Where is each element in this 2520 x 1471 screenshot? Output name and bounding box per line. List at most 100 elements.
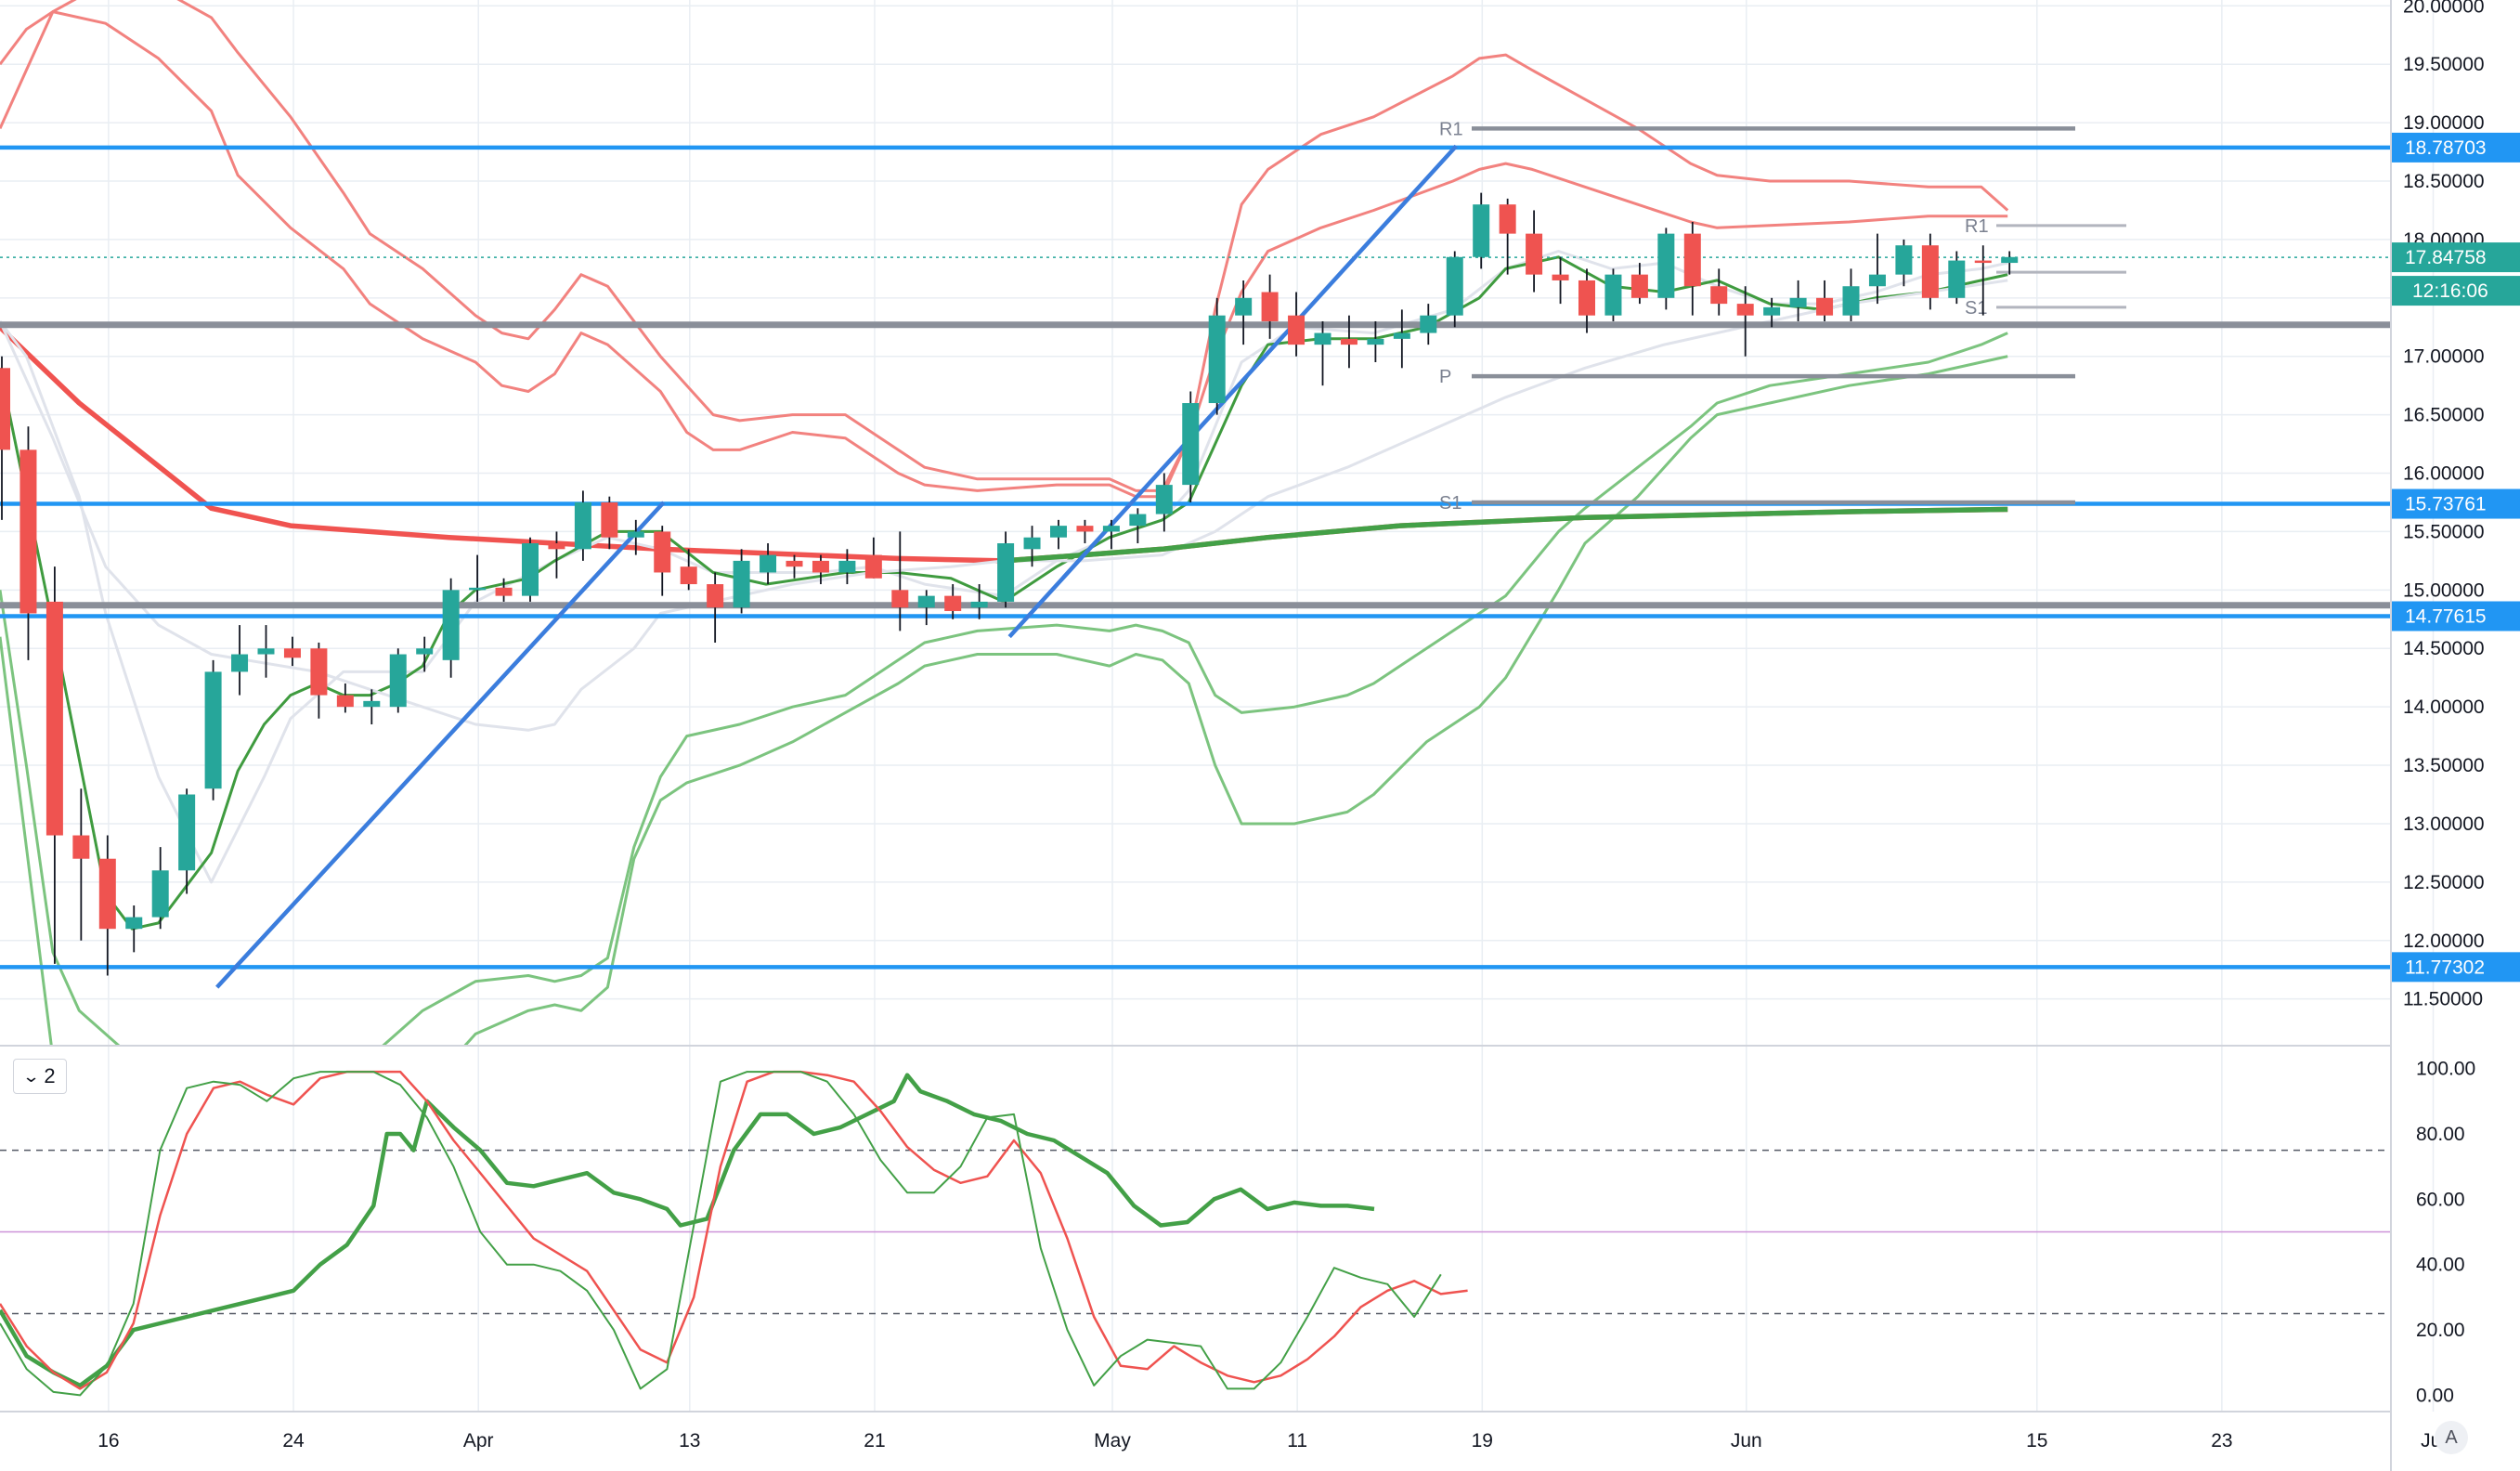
time-tick-label: 13 (679, 1430, 700, 1451)
stoch-d-line (0, 1070, 1468, 1390)
candle-up (1314, 332, 1331, 345)
candle-down (1683, 233, 1701, 287)
candle-up (997, 543, 1015, 602)
upper-band-2 (0, 0, 2008, 492)
candle-up (1208, 315, 1226, 404)
auto-scale-button[interactable]: A (2435, 1421, 2468, 1454)
candle-down (864, 554, 882, 579)
indicator-legend-toggle[interactable]: ⌄ 2 (13, 1059, 67, 1094)
price-tick-label: 19.50000 (2403, 54, 2485, 75)
axes: 20.0000019.5000019.0000018.5000018.00000… (97, 0, 2485, 1451)
candle-up (1102, 526, 1120, 532)
monthly-pivot-label: P (1439, 367, 1451, 387)
level-price-text: 15.73761 (2405, 494, 2487, 515)
monthly-pivot-label: R1 (1439, 119, 1463, 139)
candle-down (1921, 245, 1939, 298)
trend-line (215, 501, 666, 989)
time-tick-label: Jun (1731, 1430, 1762, 1451)
monthly-pivot-label: S1 (1439, 493, 1461, 514)
candle-down (1630, 274, 1648, 298)
candle-up (231, 654, 249, 672)
candle-up (1182, 403, 1200, 486)
level-price-text: 18.78703 (2405, 137, 2487, 159)
candle-down (1076, 526, 1094, 532)
price-tick-label: 13.00000 (2403, 814, 2485, 835)
candle-down (1974, 260, 1992, 264)
candle-down (1710, 286, 1728, 305)
price-tick-label: 12.00000 (2403, 931, 2485, 952)
level-price-tag (2392, 952, 2520, 983)
candle-down (310, 648, 328, 696)
candle-down (680, 566, 697, 585)
oscillator-pane (0, 1070, 2391, 1397)
candle-up (1235, 297, 1253, 316)
candle-down (283, 648, 301, 658)
candle-up (1763, 306, 1781, 316)
candlesticks (0, 192, 2019, 976)
price-tick-label: 11.50000 (2403, 989, 2483, 1010)
time-tick-label: 16 (97, 1430, 119, 1451)
current-price-tag (2392, 242, 2520, 273)
candle-up (1604, 274, 1622, 316)
oscillator-tick-label: 60.00 (2416, 1189, 2465, 1210)
candle-down (98, 858, 116, 930)
candle-down (0, 368, 10, 450)
current-price-text: 17.84758 (2405, 247, 2487, 268)
pivot-levels: R1 P S1 R1 S1 (1439, 119, 2126, 514)
candle-up (257, 648, 275, 655)
candle-up (1129, 514, 1147, 527)
candle-up (2001, 256, 2019, 264)
candle-up (1393, 332, 1410, 339)
time-tick-label: May (1094, 1430, 1131, 1451)
upper-band-1 (0, 10, 2009, 499)
time-tick-label: 19 (1472, 1430, 1493, 1451)
candle-up (574, 501, 591, 550)
lower-band-2 (0, 355, 2008, 1046)
candle-up (1657, 233, 1675, 298)
candle-up (1367, 338, 1384, 345)
candle-down (1816, 297, 1834, 316)
price-tags: 18.78703 15.73761 14.77615 11.77302 17.84758… (2392, 132, 2520, 983)
candle-up (178, 794, 196, 871)
candle-down (495, 587, 513, 596)
candle-up (838, 560, 856, 573)
level-price-tag (2392, 488, 2520, 519)
candle-down (601, 501, 618, 538)
candle-up (733, 560, 750, 608)
candle-down (1736, 304, 1754, 316)
oscillator-tick-label: 80.00 (2416, 1124, 2465, 1145)
candle-up (1420, 315, 1437, 333)
trend-lines (215, 144, 1458, 989)
oscillator-tick-label: 20.00 (2416, 1320, 2465, 1341)
weekly-pivot-label: R1 (1965, 216, 1989, 237)
chevron-down-icon[interactable]: ⌄ (22, 1066, 41, 1086)
legend-count: 2 (44, 1064, 56, 1087)
price-tick-label: 15.50000 (2403, 521, 2485, 542)
candle-down (891, 590, 909, 608)
candle-up (627, 531, 644, 538)
candle-down (1261, 292, 1279, 321)
candle-down (812, 560, 829, 573)
adx-line (0, 1073, 1375, 1388)
candle-up (760, 554, 777, 573)
weekly-pivot-label: S1 (1965, 298, 1987, 319)
price-tick-label: 15.00000 (2403, 579, 2485, 601)
level-price-text: 14.77615 (2405, 606, 2487, 628)
candle-down (1499, 204, 1516, 234)
candle-up (917, 595, 935, 608)
long-ma-green (1003, 506, 2008, 564)
price-tick-label: 18.50000 (2403, 171, 2485, 192)
level-price-tag (2392, 132, 2520, 163)
candle-up (469, 587, 487, 591)
candle-up (1155, 485, 1173, 514)
candle-up (1895, 245, 1913, 275)
oscillator-tick-label: 0.00 (2416, 1385, 2454, 1406)
candle-up (1948, 260, 1966, 298)
candle-down (19, 449, 37, 614)
candle-up (1868, 274, 1886, 287)
candle-up (522, 543, 539, 596)
stoch-k-line (0, 1071, 1442, 1397)
price-tick-label: 12.50000 (2403, 872, 2485, 893)
